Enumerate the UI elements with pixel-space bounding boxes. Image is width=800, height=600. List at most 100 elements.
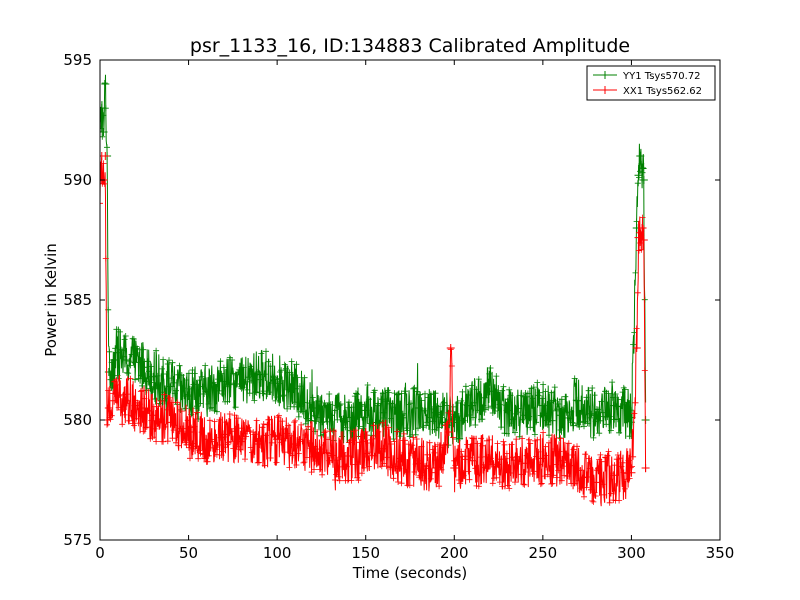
data-point [131,401,140,410]
data-point [538,401,547,410]
series-markers-1 [100,160,648,506]
data-point [468,401,476,410]
axis-ticks: 0 50 100 150 200 250 300 350 575 580 585 590 595 [63,51,734,562]
data-point [149,411,158,420]
data-point [609,471,618,480]
data-point [503,406,512,415]
data-point [344,452,352,460]
legend-label-1: XX1 Tsys562.62 [623,86,702,97]
data-point [632,344,641,352]
data-point [202,435,211,444]
data-point [220,377,228,386]
series-line-1 [100,157,647,507]
data-point [634,171,643,180]
data-point [641,464,650,472]
data-point [444,428,453,436]
data-point [290,384,299,393]
plot-area [100,74,650,507]
data-point [110,356,119,364]
legend-box [586,65,716,101]
x-tick-label: 0 [95,544,105,562]
data-point [140,404,149,412]
data-point [220,430,228,439]
x-tick-label: 200 [440,544,469,562]
x-tick-label: 100 [263,544,292,562]
data-point [166,418,175,427]
y-axis-label: Power in Kelvin [42,243,60,357]
data-point [556,456,565,465]
data-point [574,396,583,405]
data-point [361,406,370,415]
data-point [122,396,131,405]
data-point [414,459,423,468]
data-point [468,456,476,465]
legend: YY1 Tsys570.72 XX1 Tsys562.62 [586,65,716,101]
data-point [122,356,131,364]
data-point [344,413,352,422]
data-point [639,176,648,184]
data-point [638,164,647,172]
data-point [609,401,618,410]
data-point [556,411,565,420]
data-point [636,152,645,160]
data-point [273,435,282,444]
data-point [503,461,512,470]
data-point [592,478,600,487]
data-point [379,444,388,453]
data-point [100,128,108,136]
data-point [432,464,441,472]
data-point [521,411,530,420]
data-point [636,228,645,237]
x-axis-label: Time (seconds) [352,564,468,582]
chart-title: psr_1133_16, ID:134883 Calibrated Amplit… [190,35,630,57]
x-tick-label: 50 [179,544,198,562]
data-point [104,404,113,412]
data-point [113,348,122,357]
data-point [538,454,547,463]
data-point [237,437,246,446]
data-point [485,387,494,396]
y-tick-label: 580 [63,411,92,429]
data-point [308,404,317,412]
data-point [361,449,370,458]
y-tick-label: 585 [63,291,92,309]
data-point [397,454,406,463]
data-point [308,442,317,451]
data-point [326,411,335,420]
data-point [255,370,264,379]
series-markers-0 [100,80,648,449]
data-point [450,464,459,472]
data-point [414,404,423,412]
x-tick-label: 300 [617,544,646,562]
data-point [397,411,406,420]
data-point [101,152,110,160]
data-point [237,380,246,388]
data-point [140,363,149,372]
data-point [273,375,282,384]
data-point [184,392,193,400]
data-point [166,382,175,391]
x-tick-label: 150 [351,544,380,562]
legend-marker-1 [601,86,609,94]
data-point [432,408,441,417]
data-point [326,449,335,458]
data-point [638,224,647,232]
data-point [101,80,110,88]
data-point [184,428,193,436]
legend-label-0: YY1 Tsys570.72 [622,71,701,82]
data-point [450,418,459,427]
data-point [446,344,455,352]
data-point [131,358,140,367]
data-point [202,387,211,396]
data-point [255,440,264,448]
data-point [627,468,636,477]
data-point [521,459,530,468]
x-tick-label: 350 [706,544,735,562]
data-point [113,392,122,400]
data-point [149,372,158,381]
data-point [485,454,494,463]
y-tick-label: 575 [63,531,92,549]
data-point [379,408,388,417]
data-point [110,396,119,405]
